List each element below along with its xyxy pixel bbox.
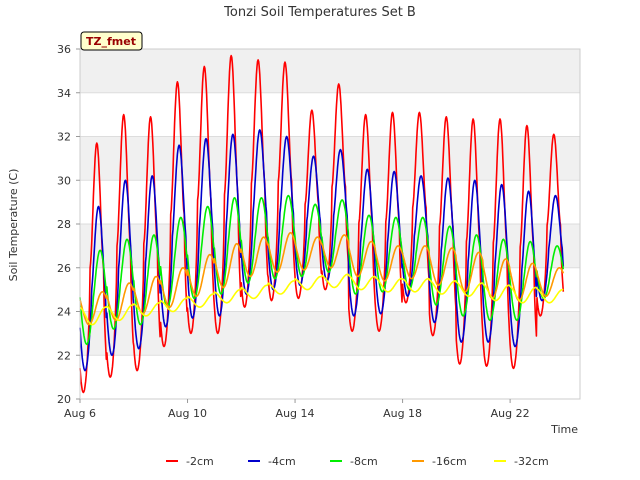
y-axis-label: Soil Temperature (C) [7, 169, 20, 282]
legend-label: -4cm [268, 455, 296, 468]
x-tick-label: Aug 22 [491, 407, 530, 420]
x-axis: Aug 6 Aug 10 Aug 14 Aug 18 Aug 22 [64, 399, 530, 420]
y-tick-label: 20 [57, 393, 71, 406]
y-tick-label: 24 [57, 306, 71, 319]
series-line-32cm [79, 273, 564, 326]
legend-label: -16cm [432, 455, 467, 468]
legend-item: -16cm [412, 455, 467, 468]
series-line-8cm [79, 194, 565, 346]
series-line-16cm [79, 231, 565, 326]
x-tick-label: Aug 18 [383, 407, 422, 420]
x-tick-label: Aug 14 [276, 407, 315, 420]
x-axis-label: Time [550, 423, 578, 436]
y-tick-label: 34 [57, 87, 71, 100]
chart-title: Tonzi Soil Temperatures Set B [223, 5, 416, 20]
series-line-2cm [79, 54, 565, 394]
legend-item: -4cm [248, 455, 296, 468]
legend-item: -8cm [330, 455, 378, 468]
site-badge-box [80, 31, 143, 51]
background-band [80, 311, 580, 356]
y-axis: 20 22 24 26 28 30 32 34 36 [57, 43, 80, 406]
y-tick-label: 32 [57, 131, 71, 144]
y-tick-label: 36 [57, 43, 71, 56]
background-band [80, 49, 580, 93]
legend-item: -2cm [166, 455, 214, 468]
site-badge: TZ_fmet [80, 31, 143, 51]
y-tick-label: 28 [57, 218, 71, 231]
background-band [80, 136, 580, 181]
background-band [80, 355, 580, 399]
x-tick-label: Aug 6 [64, 407, 96, 420]
legend: -2cm -4cm -8cm -16cm -32cm [166, 455, 549, 468]
legend-label: -8cm [350, 455, 378, 468]
y-tick-label: 30 [57, 174, 71, 187]
y-tick-label: 26 [57, 262, 71, 275]
x-tick-label: Aug 10 [168, 407, 207, 420]
background-band [80, 92, 580, 137]
legend-label: -32cm [514, 455, 549, 468]
series-lines [79, 54, 565, 394]
legend-label: -2cm [186, 455, 214, 468]
site-badge-text: TZ_fmet [86, 35, 136, 48]
y-tick-label: 22 [57, 349, 71, 362]
legend-item: -32cm [494, 455, 549, 468]
